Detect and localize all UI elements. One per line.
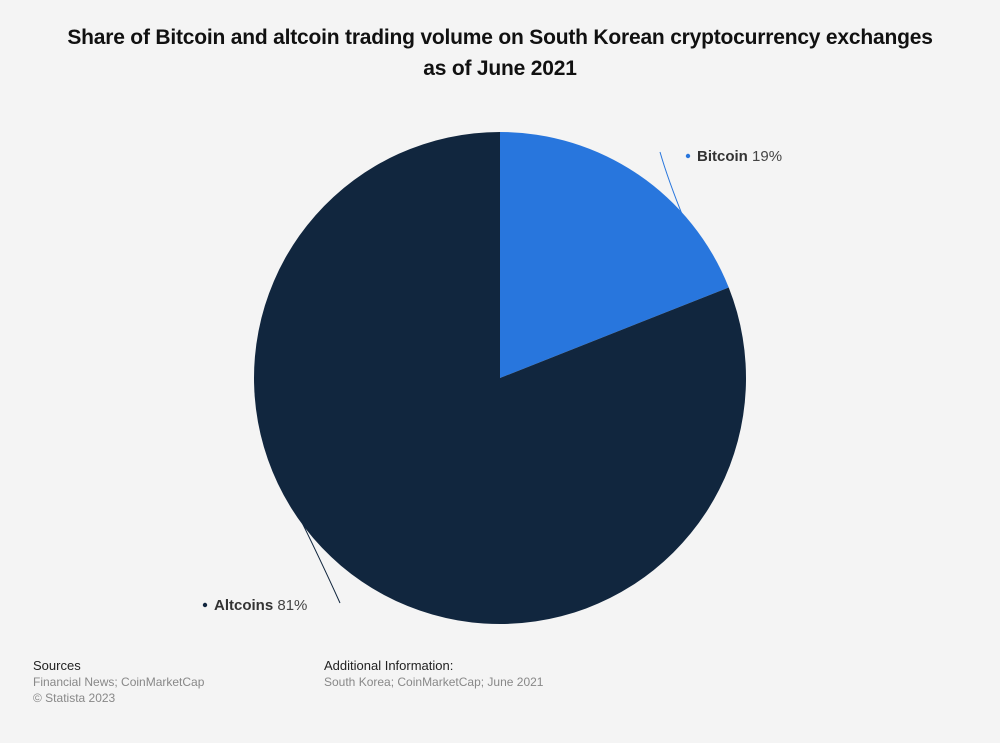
additional-info-heading: Additional Information: (324, 658, 454, 673)
slice-label-name: Altcoins (214, 597, 273, 614)
footer-sources: Sources Financial News; CoinMarketCap © … (33, 658, 204, 706)
sources-text[interactable]: Financial News; CoinMarketCap (33, 675, 205, 689)
callout-line-bitcoin (659, 151, 685, 220)
callout-line-altcoins (272, 464, 341, 604)
slice-label-bitcoin: Bitcoin 19% (697, 148, 782, 165)
slice-label-name: Bitcoin (697, 148, 748, 165)
legend-dot-bitcoin (685, 153, 691, 159)
footer-additional-info: Additional Information: South Korea; Coi… (324, 658, 543, 690)
copyright-text: © Statista 2023 (33, 691, 116, 705)
slice-label-value: 19% (748, 148, 782, 165)
chart-title: Share of Bitcoin and altcoin trading vol… (67, 26, 933, 80)
sources-heading: Sources (33, 658, 81, 673)
slice-label-value: 81% (273, 597, 307, 614)
pie-slice-altcoins[interactable] (254, 132, 747, 624)
slice-label-altcoins: Altcoins 81% (214, 597, 307, 614)
pie-slice-bitcoin[interactable] (500, 131, 729, 378)
legend-dot-altcoins (202, 602, 208, 608)
additional-info-text: South Korea; CoinMarketCap; June 2021 (324, 675, 544, 689)
